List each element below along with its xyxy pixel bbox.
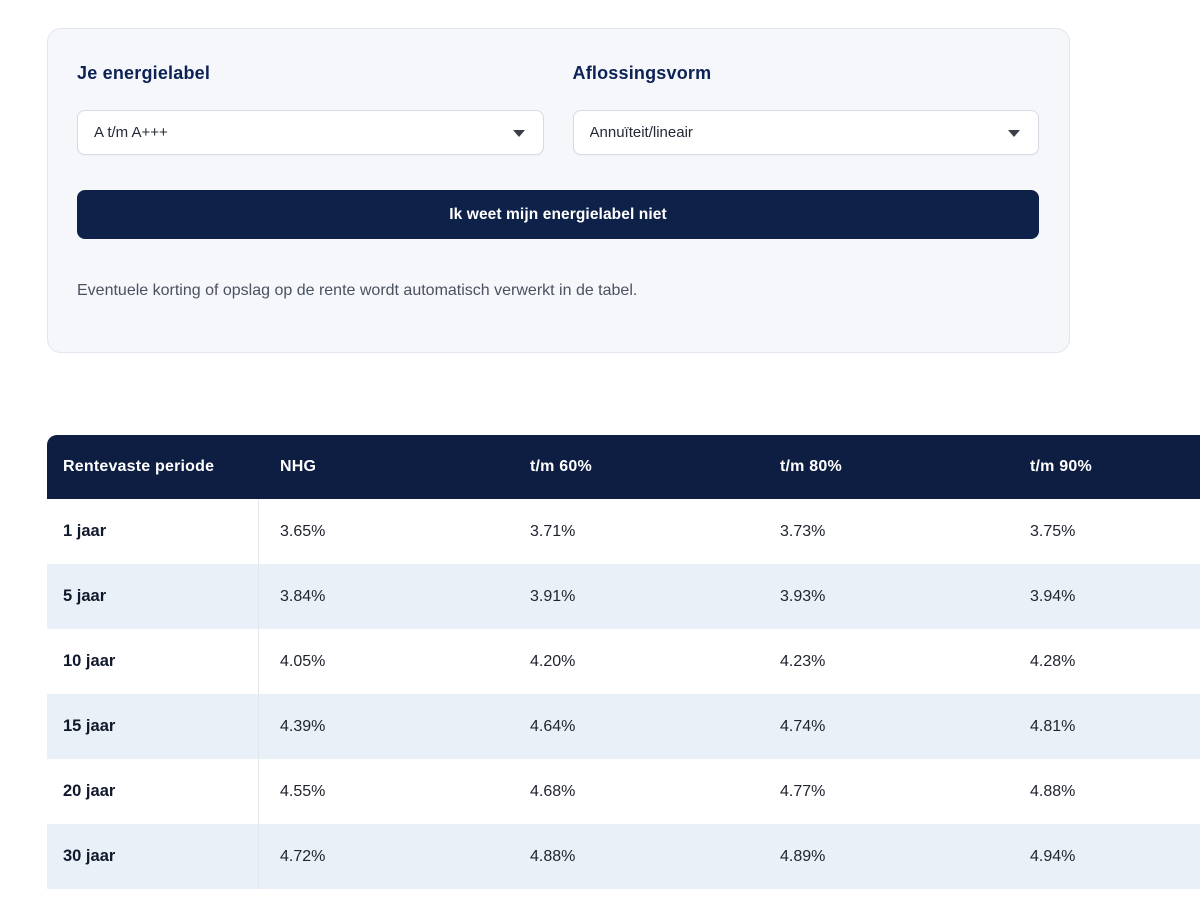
- rate-cell: 4.88%: [1030, 782, 1076, 800]
- row-period: 5 jaar: [47, 564, 259, 629]
- row-period: 30 jaar: [47, 824, 259, 889]
- rate-cell: 4.05%: [280, 652, 326, 670]
- header-tm-90: t/m 90%: [1030, 458, 1092, 475]
- rate-cell: 4.64%: [530, 717, 576, 735]
- rate-cell: 4.72%: [280, 847, 326, 865]
- table-row: 20 jaar 4.55% 4.68% 4.77% 4.88%: [47, 759, 1200, 824]
- header-nhg: NHG: [280, 458, 317, 475]
- row-period: 10 jaar: [47, 629, 259, 694]
- energy-label-field: Je energielabel A t/m A+++: [77, 63, 544, 155]
- rate-cell: 4.88%: [530, 847, 576, 865]
- rates-table: Rentevaste periode NHG t/m 60% t/m 80% t…: [47, 435, 1200, 889]
- rate-cell: 3.65%: [280, 522, 326, 540]
- rate-cell: 4.89%: [780, 847, 826, 865]
- row-period: 20 jaar: [47, 759, 259, 824]
- rate-cell: 4.23%: [780, 652, 826, 670]
- table-row: 10 jaar 4.05% 4.20% 4.23% 4.28%: [47, 629, 1200, 694]
- rate-adjustment-note: Eventuele korting of opslag op de rente …: [77, 282, 638, 299]
- repayment-label: Aflossingsvorm: [572, 63, 712, 83]
- rate-cell: 4.77%: [780, 782, 826, 800]
- rate-cell: 4.94%: [1030, 847, 1076, 865]
- table-row: 1 jaar 3.65% 3.71% 3.73% 3.75%: [47, 499, 1200, 564]
- table-row: 15 jaar 4.39% 4.64% 4.74% 4.81%: [47, 694, 1200, 759]
- chevron-down-icon: [512, 129, 525, 137]
- rate-cell: 4.74%: [780, 717, 826, 735]
- rate-cell: 4.28%: [1030, 652, 1076, 670]
- repayment-selected-value: Annuïteit/lineair: [589, 124, 693, 141]
- rate-cell: 4.39%: [280, 717, 326, 735]
- rate-cell: 4.55%: [280, 782, 326, 800]
- rate-cell: 3.91%: [530, 587, 576, 605]
- row-period: 1 jaar: [47, 499, 259, 564]
- rate-cell: 4.20%: [530, 652, 576, 670]
- energy-label-selected-value: A t/m A+++: [94, 124, 168, 141]
- repayment-select[interactable]: Annuïteit/lineair: [572, 110, 1039, 155]
- energy-label-select[interactable]: A t/m A+++: [77, 110, 544, 155]
- rate-cell: 3.75%: [1030, 522, 1076, 540]
- rate-cell: 4.81%: [1030, 717, 1076, 735]
- energy-label-label: Je energielabel: [77, 63, 211, 83]
- header-tm-60: t/m 60%: [530, 458, 592, 475]
- row-period: 15 jaar: [47, 694, 259, 759]
- rate-cell: 3.94%: [1030, 587, 1076, 605]
- table-row: 5 jaar 3.84% 3.91% 3.93% 3.94%: [47, 564, 1200, 629]
- rates-table-header: Rentevaste periode NHG t/m 60% t/m 80% t…: [47, 435, 1200, 499]
- rate-cell: 3.84%: [280, 587, 326, 605]
- rate-cell: 3.93%: [780, 587, 826, 605]
- rate-cell: 3.71%: [530, 522, 576, 540]
- rate-cell: 4.68%: [530, 782, 576, 800]
- filter-card: Je energielabel A t/m A+++ Aflossingsvor…: [47, 28, 1070, 353]
- chevron-down-icon: [1008, 129, 1020, 137]
- header-tm-80: t/m 80%: [780, 458, 842, 475]
- table-row: 30 jaar 4.72% 4.88% 4.89% 4.94%: [47, 824, 1200, 889]
- filter-fields: Je energielabel A t/m A+++ Aflossingsvor…: [77, 63, 1039, 155]
- rate-cell: 3.73%: [780, 522, 826, 540]
- unknown-energylabel-button[interactable]: Ik weet mijn energielabel niet: [77, 190, 1039, 239]
- repayment-field: Aflossingsvorm Annuïteit/lineair: [572, 63, 1039, 155]
- header-rentevaste-periode: Rentevaste periode: [63, 458, 215, 475]
